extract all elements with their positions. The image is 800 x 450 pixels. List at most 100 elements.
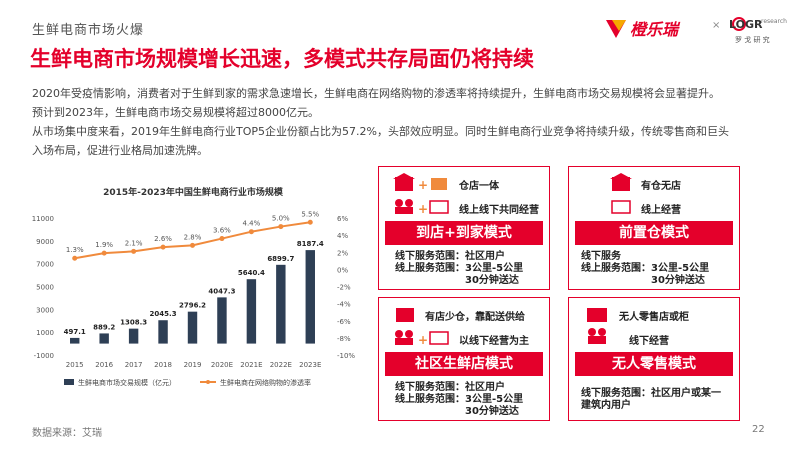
x-tick-label: 2018 [154,361,172,369]
line-point [160,244,166,250]
legend-marker-line [206,380,210,384]
market-size-chart: -1000 1000 3000 5000 7000 9000 11000 -10% -8% -6%… [32,210,356,387]
logr-logo: LOGR research 罗 戈 研 究 [729,17,787,44]
bar [305,250,315,344]
line-value-label: 3.6% [213,227,231,235]
paragraph-1: 2020年受疫情影响，消费者对于生鲜到家的需求急速增长，生鲜电商在网络购物的渗透… [32,87,720,100]
mode-desc: 线上服务范围：3公里-5公里 [395,394,524,405]
mode-desc: 线下服务 [581,251,621,262]
bar [70,337,80,344]
mode-item: 有仓无店 [641,181,681,192]
line-value-label: 1.3% [66,246,84,254]
bar [276,264,286,344]
y-right-tick-label: 2% [337,249,348,257]
y-right-tick-label: 0% [337,266,348,274]
bar-value-label: 4047.3 [208,287,235,295]
x-tick-label: 2022E [270,361,292,369]
mode-title: 到店+到家模式 [385,221,543,245]
mode-desc: 线下服务范围：社区用户或某一 [581,388,721,399]
mode-box-unmanned: 无人零售店或柜 线下经营 无人零售模式 线下服务范围：社区用户或某一 建筑内用户 [568,297,740,421]
x-tick-label: 2017 [125,361,143,369]
x-tick-label: 2023E [299,361,321,369]
line-value-label: 2.1% [125,239,143,247]
bar [246,279,257,344]
chart-title: 2015年-2023年中国生鲜电商行业市场规模 [103,188,283,198]
mode-desc: 30分钟送达 [465,275,519,286]
paragraph-4: 入场布局，促进行业格局加速洗牌。 [32,144,208,157]
mode-desc: 30分钟送达 [465,406,519,417]
y-right-tick-label: -2% [337,284,351,292]
data-source: 数据来源：艾瑞 [32,428,102,439]
page-title: 生鲜电商市场规模增长迅速，多模式共存局面仍将持续 [30,47,534,71]
mode-item: 线上线下共同经营 [459,205,539,216]
x-tick-label: 2016 [95,361,113,369]
mode-item: 线上经营 [641,205,681,216]
logr-research-text: research [761,18,787,25]
legend-label-bar: 生鲜电商市场交易规模（亿元） [78,378,176,387]
bar-value-label: 2796.2 [179,302,206,310]
y-right-tick-label: -8% [337,335,351,343]
svg-text:+: + [418,178,428,192]
mode-title: 无人零售模式 [575,352,733,376]
y-left-tick-label: 7000 [36,261,54,269]
y-left-tick-label: 5000 [36,284,54,292]
y-left-tick-label: 9000 [36,238,54,246]
line-point [248,229,254,235]
bar-value-label: 6899.7 [267,255,294,263]
mode-desc: 线下服务范围：社区用户 [395,251,505,262]
mode-item: 有店少仓，靠配送供给 [425,312,525,323]
bar-value-label: 889.2 [93,323,115,331]
svg-text:+: + [418,202,428,216]
mode-desc: 线下服务范围：社区用户 [395,382,505,393]
mode-title: 社区生鲜店模式 [385,352,543,376]
mode-box-front-warehouse: 有仓无店 线上经营 前置仓模式 线下服务 线上服务范围：3公里-5公里 30分钟… [568,166,740,290]
line-value-label: 2.8% [184,233,202,241]
y-right-tick-label: 4% [337,232,348,240]
mode-item: 仓店一体 [459,181,499,192]
mode-title: 前置仓模式 [575,221,733,245]
section-label: 生鲜电商市场火爆 [32,23,145,38]
logo-separator: × [712,20,721,31]
y-left-tick-label: -1000 [34,352,54,360]
store-warehouse-icon: + + [393,173,449,216]
unmanned-store-icon [587,308,607,344]
bar-value-label: 8187.4 [297,240,324,248]
warehouse-icon [610,173,632,214]
line-point [278,224,284,230]
bar [128,328,139,344]
svg-text:+: + [418,333,428,347]
line-value-label: 1.9% [95,241,113,249]
mode-desc: 线上服务范围：3公里-5公里 [581,263,710,274]
mode-item: 无人零售店或柜 [619,312,689,323]
mode-desc: 30分钟送达 [651,275,705,286]
bar-value-label: 5640.4 [238,269,265,277]
line-point [131,248,137,254]
y-left-tick-label: 3000 [36,306,54,314]
line-point [190,242,195,248]
line-point [219,236,225,242]
legend-swatch-bar [64,379,74,385]
line-value-label: 4.4% [242,220,260,228]
y-right-tick-label: -6% [337,318,351,326]
logr-sub-text: 罗 戈 研 究 [735,35,770,44]
paragraph-2: 预计到2023年，生鲜电商市场交易规模将超过8000亿元。 [32,106,319,119]
mode-box-store-home: + + 仓店一体 线上线下共同经营 到店+到家模式 线下服务范围：社区用户 线上… [378,166,550,290]
mode-item: 以线下经营为主 [459,336,529,347]
mode-item: 线下经营 [629,336,669,347]
line-point [101,250,107,256]
y-left-tick-label: 11000 [32,215,54,223]
y-right-tick-label: 6% [337,215,348,223]
paragraph-3: 从市场集中度来看，2019年生鲜电商行业TOP5企业份额占比为57.2%，头部效… [32,125,729,138]
mode-desc: 线上服务范围：3公里-5公里 [395,263,524,274]
line-value-label: 5.5% [301,210,319,218]
line-value-label: 2.6% [154,235,172,243]
bar [217,297,227,344]
x-tick-label: 2019 [184,361,202,369]
bar-value-label: 497.1 [64,328,86,336]
page-number: 22 [752,424,765,435]
y-right-tick-label: -4% [337,301,351,309]
bar-value-label: 1308.3 [120,319,147,327]
x-tick-label: 2020E [211,361,233,369]
community-store-icon: + [395,308,449,347]
bar [99,333,109,344]
